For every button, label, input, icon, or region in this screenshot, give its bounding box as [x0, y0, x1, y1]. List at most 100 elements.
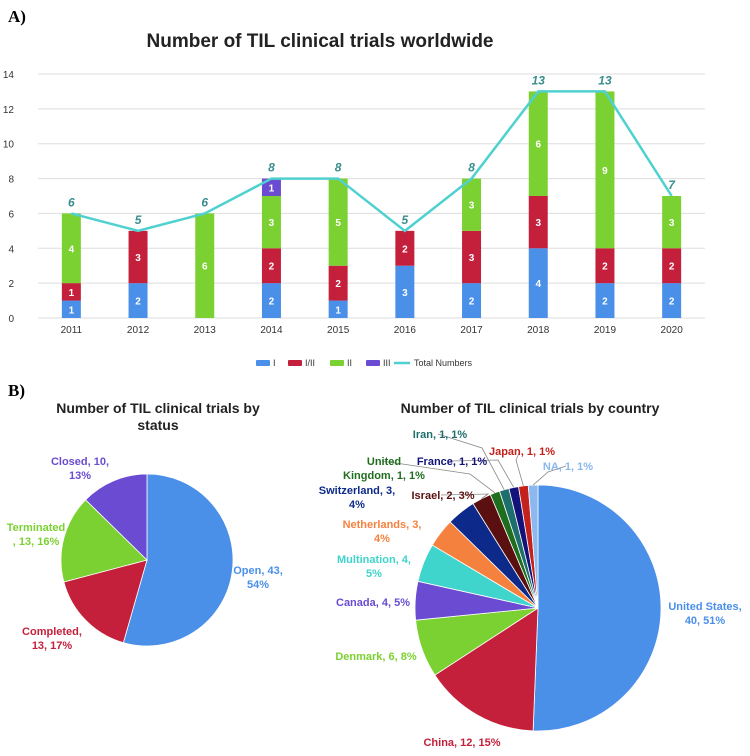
x-tick-label: 2014 — [260, 325, 283, 336]
bar-segment-label: 2 — [135, 297, 141, 308]
y-tick-label: 8 — [8, 175, 14, 186]
leader-line — [532, 465, 567, 486]
leader-line — [449, 459, 515, 488]
bar-segment-label: 3 — [135, 253, 141, 264]
bar-segment-label: 9 — [602, 166, 608, 177]
bar-segment-I-2011 — [61, 300, 81, 318]
total-value-label: 6 — [68, 195, 75, 209]
bar-segment-I-II-2014 — [261, 248, 281, 284]
pie-label-netherlands: 4% — [374, 533, 390, 545]
pie-slice-terminated — [60, 499, 148, 583]
bar-segment-label: 1 — [69, 305, 75, 316]
total-value-label: 8 — [468, 161, 475, 175]
total-value-label: 7 — [668, 178, 676, 192]
bar-segment-label: 3 — [669, 218, 675, 229]
bar-segment-I-II-2012 — [128, 230, 148, 284]
total-value-label: 8 — [268, 161, 275, 175]
legend-swatch — [288, 360, 302, 366]
bar-segment-II-2018 — [528, 91, 548, 196]
x-tick-label: 2012 — [127, 325, 150, 336]
bar-segment-label: 3 — [402, 288, 408, 299]
pie-label-france: France, 1, 1% — [417, 456, 488, 468]
total-value-label: 13 — [598, 73, 612, 87]
bar-segment-label: 6 — [535, 140, 541, 151]
legend-label: I/II — [305, 358, 315, 368]
bar-segment-I-2020 — [662, 283, 682, 318]
bar-segment-II-2013 — [195, 213, 215, 318]
bar-segment-label: 2 — [402, 244, 408, 255]
bar-segment-I-2014 — [261, 283, 281, 318]
bar-segment-label: 6 — [202, 262, 208, 273]
bar-segment-label: 2 — [335, 279, 341, 290]
bar-segment-label: 2 — [269, 262, 275, 273]
bar-segment-label: 5 — [335, 218, 341, 229]
status-pie-title-line-2: status — [137, 417, 178, 433]
bar-segment-label: 2 — [469, 297, 475, 308]
x-tick-label: 2016 — [394, 325, 417, 336]
total-value-label: 5 — [402, 213, 409, 227]
bar-segment-label: 3 — [535, 218, 541, 229]
bar-segment-label: 2 — [669, 297, 675, 308]
bar-segment-label: 4 — [535, 279, 541, 290]
pie-label-multination: 5% — [366, 568, 382, 580]
y-tick-label: 10 — [3, 140, 15, 151]
bar-segment-label: 1 — [69, 288, 75, 299]
legend-swatch — [256, 360, 270, 366]
x-tick-label: 2017 — [460, 325, 483, 336]
bar-segment-I-2018 — [528, 248, 548, 318]
status-pie-chart: Open, 43, 54% Completed, 13, 17% Terminated,… — [7, 456, 283, 652]
pie-label-japan: Japan, 1, 1% — [489, 446, 555, 458]
pie-slice-completed — [63, 559, 148, 644]
bar-segment-II-2019 — [595, 91, 615, 249]
x-tick-label: 2011 — [61, 325, 83, 336]
total-value-label: 6 — [201, 195, 208, 209]
bar-segment-II-2011 — [61, 213, 81, 284]
pie-label-closed: Closed, 10, — [51, 456, 109, 468]
bar-segment-label: 1 — [269, 183, 275, 194]
leader-line — [381, 460, 496, 494]
bar-segment-I-II-2011 — [61, 283, 81, 301]
pie-label-switzerland: Switzerland, 3, — [319, 485, 395, 497]
bar-segment-label: 3 — [469, 253, 475, 264]
bar-segment-label: 2 — [269, 297, 275, 308]
x-tick-label: 2015 — [327, 325, 350, 336]
legend-label: II — [347, 358, 352, 368]
country-pie-title: Number of TIL clinical trials by country — [401, 400, 660, 416]
bar-segment-I-II-2015 — [328, 265, 348, 301]
x-tick-label: 2020 — [661, 325, 684, 336]
total-value-label: 5 — [135, 213, 142, 227]
bar-segment-II-2020 — [662, 196, 682, 249]
pie-label-completed: 13, 17% — [32, 640, 73, 652]
pie-label-na: NA, 1, 1% — [543, 461, 593, 473]
leader-line — [440, 493, 490, 500]
bar-segment-label: 2 — [669, 262, 675, 273]
bar-segment-I-2012 — [128, 283, 148, 318]
pie-label-terminated: Terminated — [7, 522, 65, 534]
country-pie-chart: United States, 40, 51% China, 12, 15% Denma… — [319, 429, 742, 749]
pie-label-canada: Canada, 4, 5% — [336, 597, 410, 609]
bar-segment-I-2016 — [395, 265, 415, 318]
bar-segment-I-II-2016 — [395, 230, 415, 266]
legend-label: III — [383, 358, 391, 368]
bar-segment-I-2019 — [595, 283, 615, 318]
y-tick-label: 14 — [3, 70, 15, 81]
pie-label-completed: Completed, — [22, 626, 82, 638]
total-numbers-line — [71, 90, 673, 233]
y-tick-label: 12 — [3, 105, 15, 116]
total-value-label: 13 — [532, 73, 546, 87]
pie-label-iran: Iran, 1, 1% — [413, 429, 468, 441]
pie-label-united-states: United States, — [668, 601, 741, 613]
bar-segment-II-2017 — [462, 178, 482, 231]
y-tick-label: 6 — [8, 209, 14, 220]
y-tick-label: 2 — [8, 279, 14, 290]
pie-label-open: 54% — [247, 579, 269, 591]
bar-segment-II-2014 — [261, 196, 281, 249]
total-value-label: 8 — [335, 161, 342, 175]
bar-segment-I-II-2019 — [595, 248, 615, 284]
pie-slice-closed — [85, 473, 148, 561]
pie-label-netherlands: Netherlands, 3, — [343, 519, 422, 531]
pie-label-united-kingdom: Kingdom, 1, 1% — [343, 470, 425, 482]
status-pie-title-line-1: Number of TIL clinical trials by — [56, 400, 260, 416]
x-tick-label: 2013 — [194, 325, 217, 336]
